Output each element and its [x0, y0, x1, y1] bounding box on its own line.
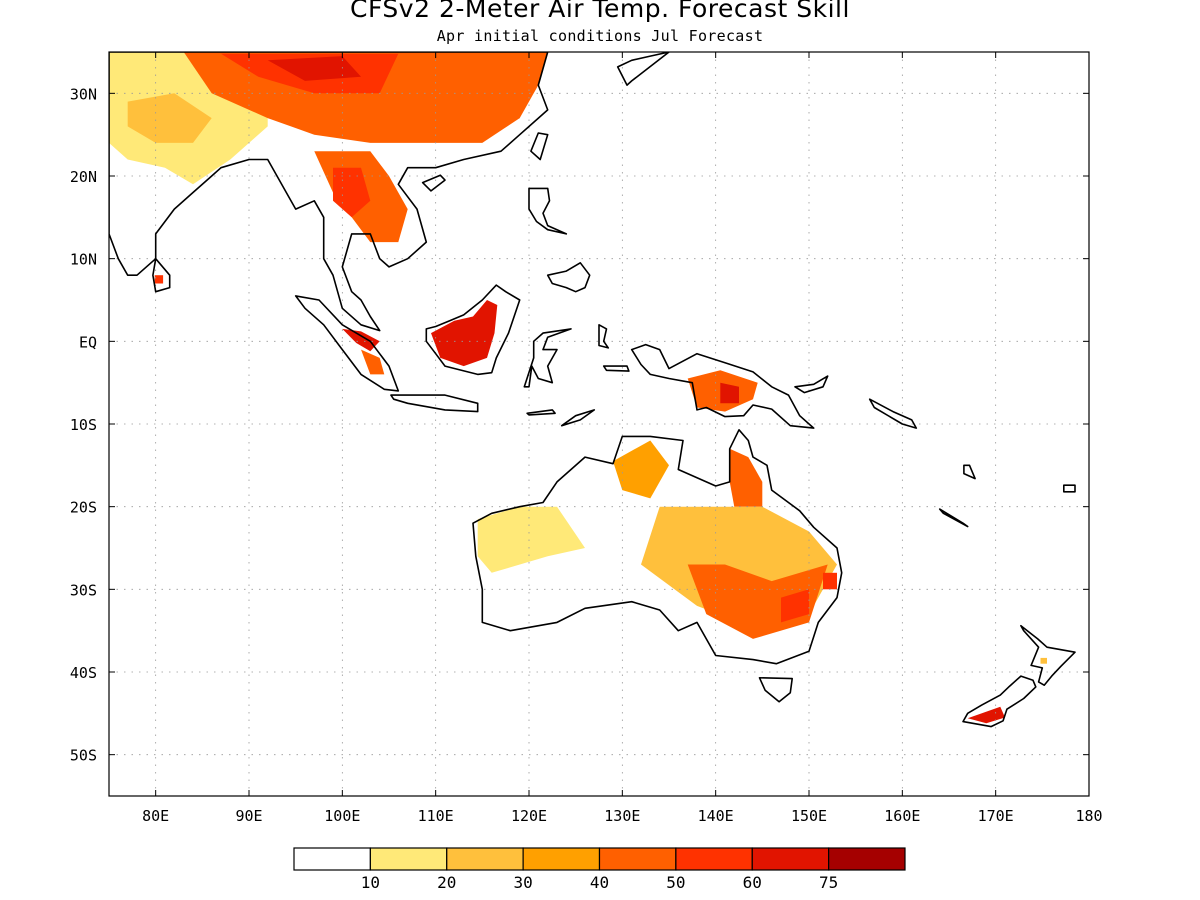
colorbar-swatch-1 [369, 847, 448, 871]
skill-patch-sri-lanka [154, 275, 164, 284]
coastline-mindanao [546, 261, 591, 293]
colorbar-label-10: 10 [361, 873, 380, 892]
coastline-seram [602, 365, 630, 372]
skill-patch-north-india-core [127, 93, 212, 143]
coastline-luzon [528, 187, 568, 235]
skill-patch-australia-west [477, 506, 585, 573]
lat-label-eq: EQ [79, 333, 97, 351]
lon-label-120e: 120E [511, 807, 547, 825]
lon-label-80e: 80E [142, 807, 169, 825]
coastline-taiwan [530, 132, 549, 161]
colorbar-label-75: 75 [819, 873, 838, 892]
axis-labels: 30N 20N 10N EQ 10S 20S 30S 40S 50S 80E 90E 100E 110E… [70, 52, 1103, 825]
skill-patch-south-island [967, 706, 1005, 724]
lon-label-180: 180 [1075, 807, 1102, 825]
lat-label-40s: 40S [70, 664, 97, 682]
lat-label-20s: 20S [70, 499, 97, 517]
lat-label-30n: 30N [70, 85, 97, 103]
coastline-layer [109, 52, 1076, 728]
colorbar-swatch-3 [522, 847, 601, 871]
lat-label-10s: 10S [70, 416, 97, 434]
skill-patch-queensland-coast [823, 572, 837, 590]
skill-patch-australia-se-core [781, 589, 809, 623]
skill-shading-layer [109, 52, 1047, 724]
coastline-fiji [1063, 484, 1076, 493]
coastline-australia [472, 428, 843, 665]
coastline-new-zealand-north [1020, 624, 1076, 687]
map-subtitle: Apr initial conditions Jul Forecast [436, 27, 764, 45]
coastline-asia [109, 52, 549, 332]
lat-label-30s: 30S [70, 581, 97, 599]
coastline-hainan [421, 174, 446, 192]
lat-label-20n: 20N [70, 168, 97, 186]
coastline-halmahera [598, 323, 610, 349]
lat-lon-gridlines [109, 52, 1089, 796]
coastline-flores [526, 409, 556, 416]
colorbar-swatch-4 [598, 847, 677, 871]
coastline-sulawesi [523, 328, 572, 388]
coastline-new-zealand-south [962, 675, 1037, 728]
colorbar-swatch-0 [293, 847, 371, 871]
colorbar-swatch-6 [751, 847, 830, 871]
lon-label-140e: 140E [698, 807, 734, 825]
coastline-vanuatu [963, 464, 976, 480]
skill-patch-australia-north [613, 440, 669, 499]
coastline-new-britain [794, 375, 829, 394]
map-title: CFSv2 2-Meter Air Temp. Forecast Skill [350, 0, 850, 23]
coastline-solomon-is [868, 398, 918, 429]
colorbar-label-50: 50 [666, 873, 685, 892]
skill-patch-new-guinea-core [720, 382, 739, 404]
skill-patch-australia-north-east [729, 448, 763, 507]
coastline-sri-lanka [152, 257, 171, 293]
skill-patch-north-island [1040, 657, 1047, 664]
colorbar-label-40: 40 [590, 873, 609, 892]
lon-label-90e: 90E [235, 807, 262, 825]
lon-label-170e: 170E [978, 807, 1014, 825]
lon-label-100e: 100E [324, 807, 360, 825]
skill-patch-south-sumatra [361, 349, 385, 375]
coastline-borneo [425, 284, 521, 376]
colorbar-label-60: 60 [743, 873, 762, 892]
lon-label-110e: 110E [418, 807, 454, 825]
coastline-new-guinea [630, 343, 815, 429]
coastline-new-caledonia [938, 508, 969, 528]
lat-label-10n: 10N [70, 251, 97, 269]
colorbar-swatch-2 [446, 847, 524, 871]
colorbar-swatch-7 [828, 847, 906, 871]
skill-patch-australia-south-east [687, 564, 828, 639]
skill-patch-borneo [431, 300, 498, 367]
skill-patch-sumatra [342, 328, 380, 352]
skill-patch-tibet-peak [267, 56, 361, 81]
lon-label-150e: 150E [791, 807, 827, 825]
colorbar-swatch-5 [675, 847, 753, 871]
coastline-tasmania [758, 676, 794, 703]
lon-label-130e: 130E [604, 807, 640, 825]
colorbar-label-20: 20 [437, 873, 456, 892]
coastline-java [390, 394, 479, 413]
coastline-timor [560, 409, 596, 427]
colorbar: 10 20 30 40 50 60 75 [293, 847, 906, 892]
lat-label-50s: 50S [70, 747, 97, 765]
coastline-japan [616, 52, 670, 86]
colorbar-label-30: 30 [513, 873, 532, 892]
lon-label-160e: 160E [884, 807, 920, 825]
coastline-sumatra [294, 295, 400, 392]
